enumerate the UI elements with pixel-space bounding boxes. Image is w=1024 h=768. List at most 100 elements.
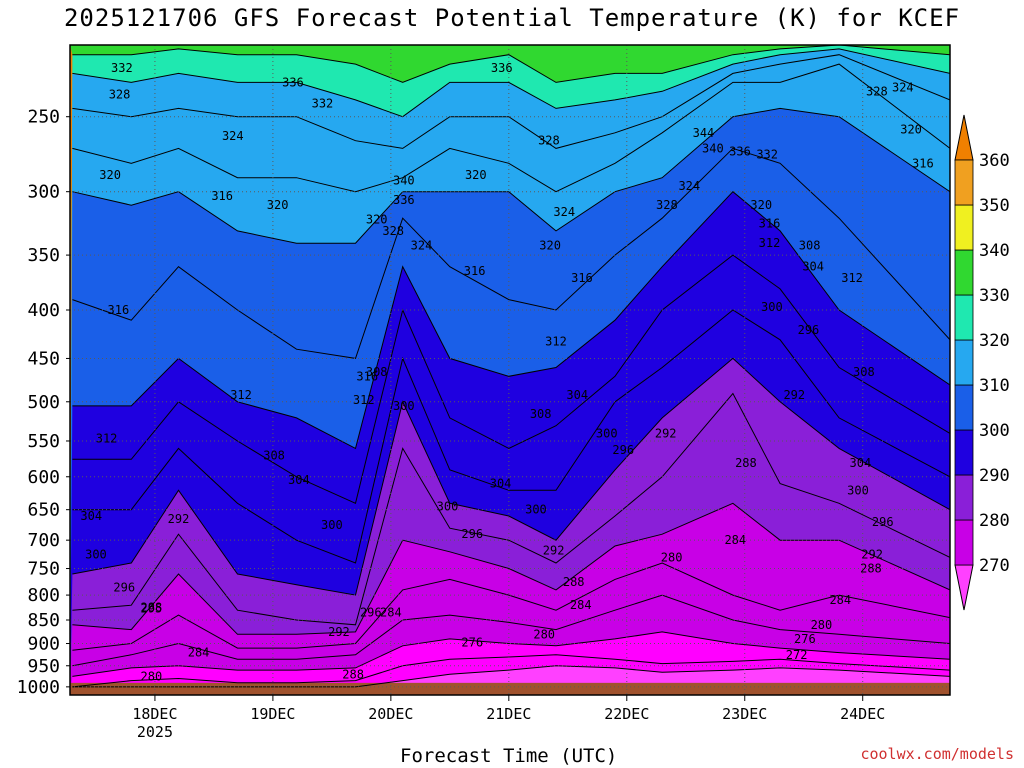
- colorbar-label: 290: [979, 466, 1010, 486]
- contour-label: 312: [841, 271, 863, 285]
- contour-label: 284: [188, 646, 210, 660]
- colorbar-label: 350: [979, 196, 1010, 216]
- contour-label: 300: [437, 500, 459, 514]
- y-tick-label: 500: [27, 392, 60, 413]
- isentrope-line: [72, 357, 950, 596]
- grid-lines: [70, 45, 950, 695]
- isentrope-line: [72, 48, 950, 118]
- y-tick-label: 700: [27, 530, 60, 551]
- colorbar-swatch: [954, 249, 974, 296]
- isentrope-line: [72, 254, 950, 505]
- y-tick-label: 650: [27, 500, 60, 521]
- contour-label: 292: [861, 548, 883, 562]
- contour-label: 328: [109, 88, 131, 102]
- contour-label: 324: [892, 81, 914, 95]
- contour-label: 316: [571, 271, 593, 285]
- contour-label: 300: [321, 518, 343, 532]
- colorbar-label: 330: [979, 286, 1010, 306]
- isentrope-line: [72, 654, 950, 688]
- contour-label: 312: [96, 432, 118, 446]
- contour-label: 336: [729, 144, 751, 158]
- contour-label: 316: [759, 216, 781, 230]
- contour-label: 328: [538, 134, 560, 148]
- contour-label: 336: [393, 193, 415, 207]
- isentrope-line: [72, 309, 950, 564]
- contour-label: 284: [380, 606, 402, 620]
- contour-label: 296: [872, 515, 894, 529]
- isentrope-line: [72, 63, 950, 193]
- contour-label: 320: [99, 168, 121, 182]
- colorbar-label: 280: [979, 511, 1010, 531]
- contour-label: 320: [750, 198, 772, 212]
- contour-label: 304: [288, 473, 310, 487]
- contour-label: 300: [525, 503, 547, 517]
- contour-label: 340: [702, 141, 724, 155]
- contour-label: 300: [847, 483, 869, 497]
- contour-label: 312: [353, 393, 375, 407]
- colorbar-swatch: [954, 159, 974, 206]
- contour-label: 304: [802, 260, 824, 274]
- credit-link[interactable]: coolwx.com/models: [860, 745, 1014, 763]
- colorbar-top-arrow: [954, 114, 974, 161]
- contour-label: 304: [490, 477, 512, 491]
- contour-label: 340: [393, 174, 415, 188]
- contour-label: 316: [356, 369, 378, 383]
- contour-label: 328: [656, 198, 678, 212]
- x-axis-label: Forecast Time (UTC): [400, 745, 618, 767]
- colorbar-label: 320: [979, 331, 1010, 351]
- contour-label: 300: [393, 399, 415, 413]
- contour-label: 308: [263, 449, 285, 463]
- contour-label: 304: [850, 456, 872, 470]
- x-year-label: 2025: [137, 723, 173, 741]
- x-axis: 18DEC 19DEC 20DEC 21DEC 22DEC 23DEC 24DEC 2025: [132, 695, 885, 741]
- colorbar-swatch: [954, 339, 974, 386]
- colorbar-label: 300: [979, 421, 1010, 441]
- plot-frame: [69, 44, 951, 696]
- contour-label: 304: [80, 509, 102, 523]
- contour-label: 300: [596, 426, 618, 440]
- contour-label: 316: [912, 156, 934, 170]
- contour-label: 288: [563, 575, 585, 589]
- isentrope-line: [72, 665, 950, 688]
- y-tick-label: 950: [27, 656, 60, 677]
- contour-label: 324: [553, 205, 575, 219]
- x-tick-label: 19DEC: [250, 705, 295, 723]
- isentrope-line: [72, 147, 950, 359]
- y-tick-label: 850: [27, 610, 60, 631]
- contour-label: 320: [366, 213, 388, 227]
- colorbar-label: 310: [979, 376, 1010, 396]
- contour-label: 304: [566, 388, 588, 402]
- contour-label: 280: [811, 618, 833, 632]
- isentrope-line: [72, 45, 950, 83]
- isentrope-lines: [72, 45, 950, 688]
- colorbar: 270 280 290 300 310 320 330 340 350 360: [954, 114, 1010, 611]
- contour-label: 276: [461, 636, 483, 650]
- y-tick-label: 400: [27, 300, 60, 321]
- y-tick-label: 800: [27, 585, 60, 606]
- contour-label: 288: [141, 601, 163, 615]
- contour-label: 324: [411, 239, 433, 253]
- y-tick-label: 350: [27, 245, 60, 266]
- contour-label: 312: [230, 388, 252, 402]
- isentrope-line: [72, 502, 950, 635]
- contour-label: 280: [533, 627, 555, 641]
- y-tick-label: 600: [27, 467, 60, 488]
- contour-label: 272: [786, 648, 808, 662]
- isentrope-line: [72, 107, 950, 244]
- contour-label: 288: [735, 456, 757, 470]
- isentrope-line: [72, 191, 950, 450]
- colorbar-label: 340: [979, 241, 1010, 261]
- colorbar-swatch: [954, 519, 974, 566]
- isentrope-line: [72, 562, 950, 651]
- contour-label: 324: [222, 129, 244, 143]
- contour-label: 288: [342, 667, 364, 681]
- contour-label: 316: [108, 303, 130, 317]
- y-tick-label: 1000: [17, 677, 60, 698]
- contour-label: 292: [328, 625, 350, 639]
- contour-label: 292: [783, 388, 805, 402]
- contour-label: 320: [465, 168, 487, 182]
- colorbar-swatch: [954, 204, 974, 251]
- colorbar-label: 270: [979, 556, 1010, 576]
